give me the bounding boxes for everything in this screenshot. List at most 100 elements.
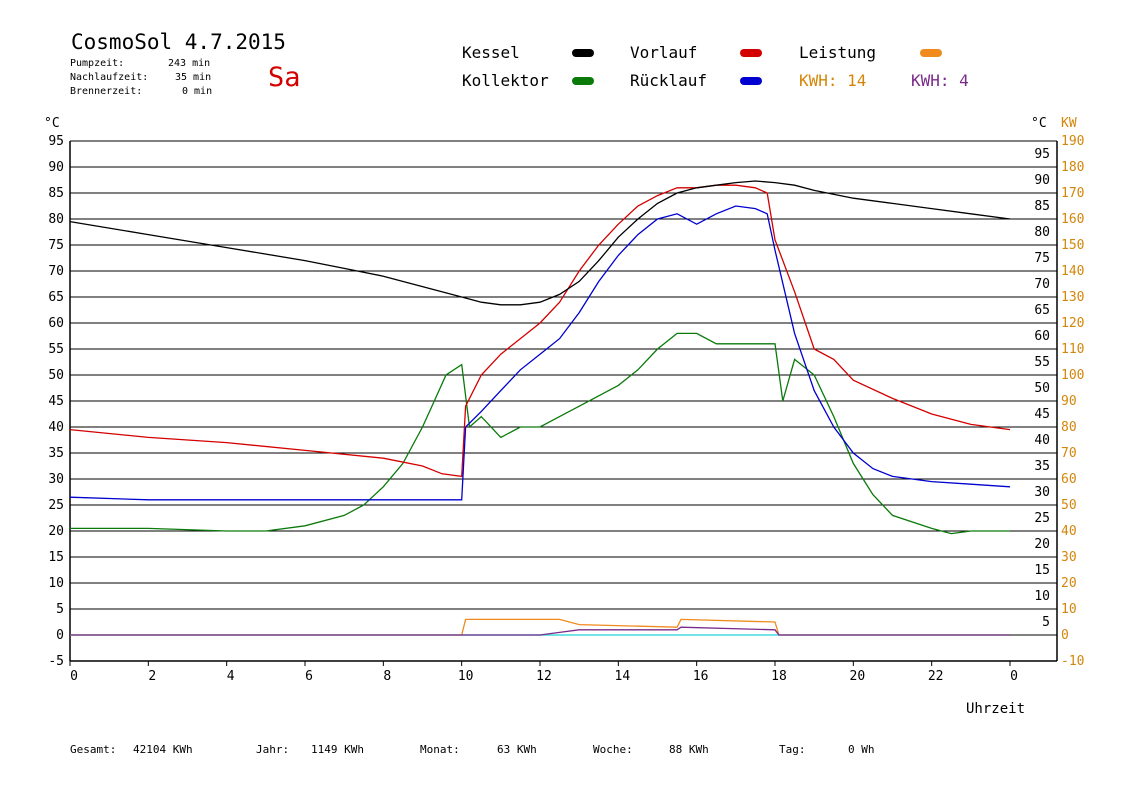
y-tick-right-7: 60 [1034, 329, 1050, 344]
y-tick-power-17: 20 [1061, 576, 1077, 591]
y-axis-left-unit: °C [44, 116, 60, 131]
legend-vorlauf-label: Vorlauf [630, 43, 698, 62]
y-tick-left-18: 5 [56, 602, 64, 617]
y-tick-right-10: 45 [1034, 407, 1050, 422]
y-tick-right-9: 50 [1034, 381, 1050, 396]
footer-year-label: Jahr: [256, 743, 290, 756]
y-tick-left-12: 35 [48, 446, 64, 461]
footer-day-label: Tag: [779, 743, 806, 756]
legend-kollektor-label: Kollektor [462, 71, 549, 90]
legend-kwh-second: KWH: 4 [911, 71, 969, 90]
series-line-vorlauf [69, 184, 1011, 478]
y-tick-power-18: 10 [1061, 602, 1077, 617]
legend-leistung-label: Leistung [799, 43, 877, 62]
y-tick-left-17: 10 [48, 576, 64, 591]
y-tick-right-4: 75 [1034, 251, 1050, 266]
y-tick-power-6: 130 [1061, 290, 1084, 305]
legend-ruecklauf-label: Rücklauf [630, 71, 708, 90]
y-tick-right-2: 85 [1034, 199, 1050, 214]
legend-kessel-label: Kessel [462, 43, 520, 62]
y-tick-power-10: 90 [1061, 394, 1077, 409]
y-tick-right-1: 90 [1034, 173, 1050, 188]
legend-leistung-swatch [920, 49, 942, 57]
series-line-leistung [70, 618, 1010, 636]
pump-time-label: Pumpzeit: [70, 58, 125, 69]
grid-lines [70, 140, 1057, 662]
y-tick-left-14: 25 [48, 498, 64, 513]
series-line-kwh-4 [70, 626, 1010, 636]
follow-time-label: Nachlaufzeit: [70, 72, 149, 83]
x-tick-8: 16 [693, 669, 709, 684]
follow-time-value: 35 min [175, 72, 212, 83]
y-tick-power-3: 160 [1061, 212, 1084, 227]
y-tick-left-5: 70 [48, 264, 64, 279]
y-tick-power-0: 190 [1061, 134, 1084, 149]
legend-ruecklauf-swatch [740, 77, 762, 85]
burner-time-value: 0 min [182, 86, 213, 97]
x-tick-0: 0 [70, 669, 78, 684]
y-tick-right-5: 70 [1034, 277, 1050, 292]
y-tick-left-15: 20 [48, 524, 64, 539]
y-tick-left-16: 15 [48, 550, 64, 565]
y-tick-power-16: 30 [1061, 550, 1077, 565]
y-tick-right-12: 35 [1034, 459, 1050, 474]
tick-labels: 95908580757065605550454035302520151050-5… [48, 134, 1084, 684]
footer-year-value: 1149 KWh [311, 743, 364, 756]
footer-total-value: 42104 KWh [133, 743, 193, 756]
series-line-kollektor [70, 332, 1010, 535]
axes [69, 141, 1058, 666]
y-tick-right-8: 55 [1034, 355, 1050, 370]
y-tick-right-13: 30 [1034, 485, 1050, 500]
x-axis-label: Uhrzeit [966, 701, 1026, 717]
weekday: Sa [268, 62, 301, 93]
x-tick-10: 20 [850, 669, 866, 684]
y-tick-power-11: 80 [1061, 420, 1077, 435]
series-lines [69, 180, 1011, 636]
x-tick-7: 14 [615, 669, 631, 684]
y-tick-left-8: 55 [48, 342, 64, 357]
y-tick-power-4: 150 [1061, 238, 1084, 253]
y-tick-power-14: 50 [1061, 498, 1077, 513]
x-tick-6: 12 [536, 669, 552, 684]
y-tick-left-13: 30 [48, 472, 64, 487]
legend-kollektor-swatch [572, 77, 594, 85]
x-tick-9: 18 [771, 669, 787, 684]
x-tick-2: 4 [227, 669, 235, 684]
x-tick-4: 8 [383, 669, 391, 684]
y-tick-power-7: 120 [1061, 316, 1084, 331]
y-tick-power-15: 40 [1061, 524, 1077, 539]
y-tick-left-19: 0 [56, 628, 64, 643]
y-tick-power-5: 140 [1061, 264, 1084, 279]
y-tick-left-10: 45 [48, 394, 64, 409]
y-tick-left-7: 60 [48, 316, 64, 331]
y-tick-right-6: 65 [1034, 303, 1050, 318]
y-tick-left-0: 95 [48, 134, 64, 149]
y-tick-right-17: 10 [1034, 589, 1050, 604]
y-tick-power-12: 70 [1061, 446, 1077, 461]
y-tick-left-9: 50 [48, 368, 64, 383]
legend-kessel-swatch [572, 49, 594, 57]
y-tick-left-4: 75 [48, 238, 64, 253]
x-tick-5: 10 [458, 669, 474, 684]
y-tick-power-9: 100 [1061, 368, 1084, 383]
footer-total-label: Gesamt: [70, 743, 117, 756]
y-axis-right-unit: °C [1031, 116, 1047, 131]
y-tick-right-18: 5 [1042, 615, 1050, 630]
x-tick-12: 0 [1010, 669, 1018, 684]
x-tick-1: 2 [148, 669, 156, 684]
footer-week-label: Woche: [593, 743, 633, 756]
y-tick-left-3: 80 [48, 212, 64, 227]
footer-week-value: 88 KWh [669, 743, 709, 756]
y-tick-power-13: 60 [1061, 472, 1077, 487]
y-tick-right-15: 20 [1034, 537, 1050, 552]
footer-day-value: 0 Wh [848, 743, 875, 756]
x-tick-3: 6 [305, 669, 313, 684]
y-axis-power-unit: KW [1061, 116, 1077, 131]
y-tick-power-2: 170 [1061, 186, 1084, 201]
series-line-kessel [69, 180, 1011, 306]
y-tick-power-1: 180 [1061, 160, 1084, 175]
y-tick-right-16: 15 [1034, 563, 1050, 578]
y-tick-left-2: 85 [48, 186, 64, 201]
y-tick-left-1: 90 [48, 160, 64, 175]
